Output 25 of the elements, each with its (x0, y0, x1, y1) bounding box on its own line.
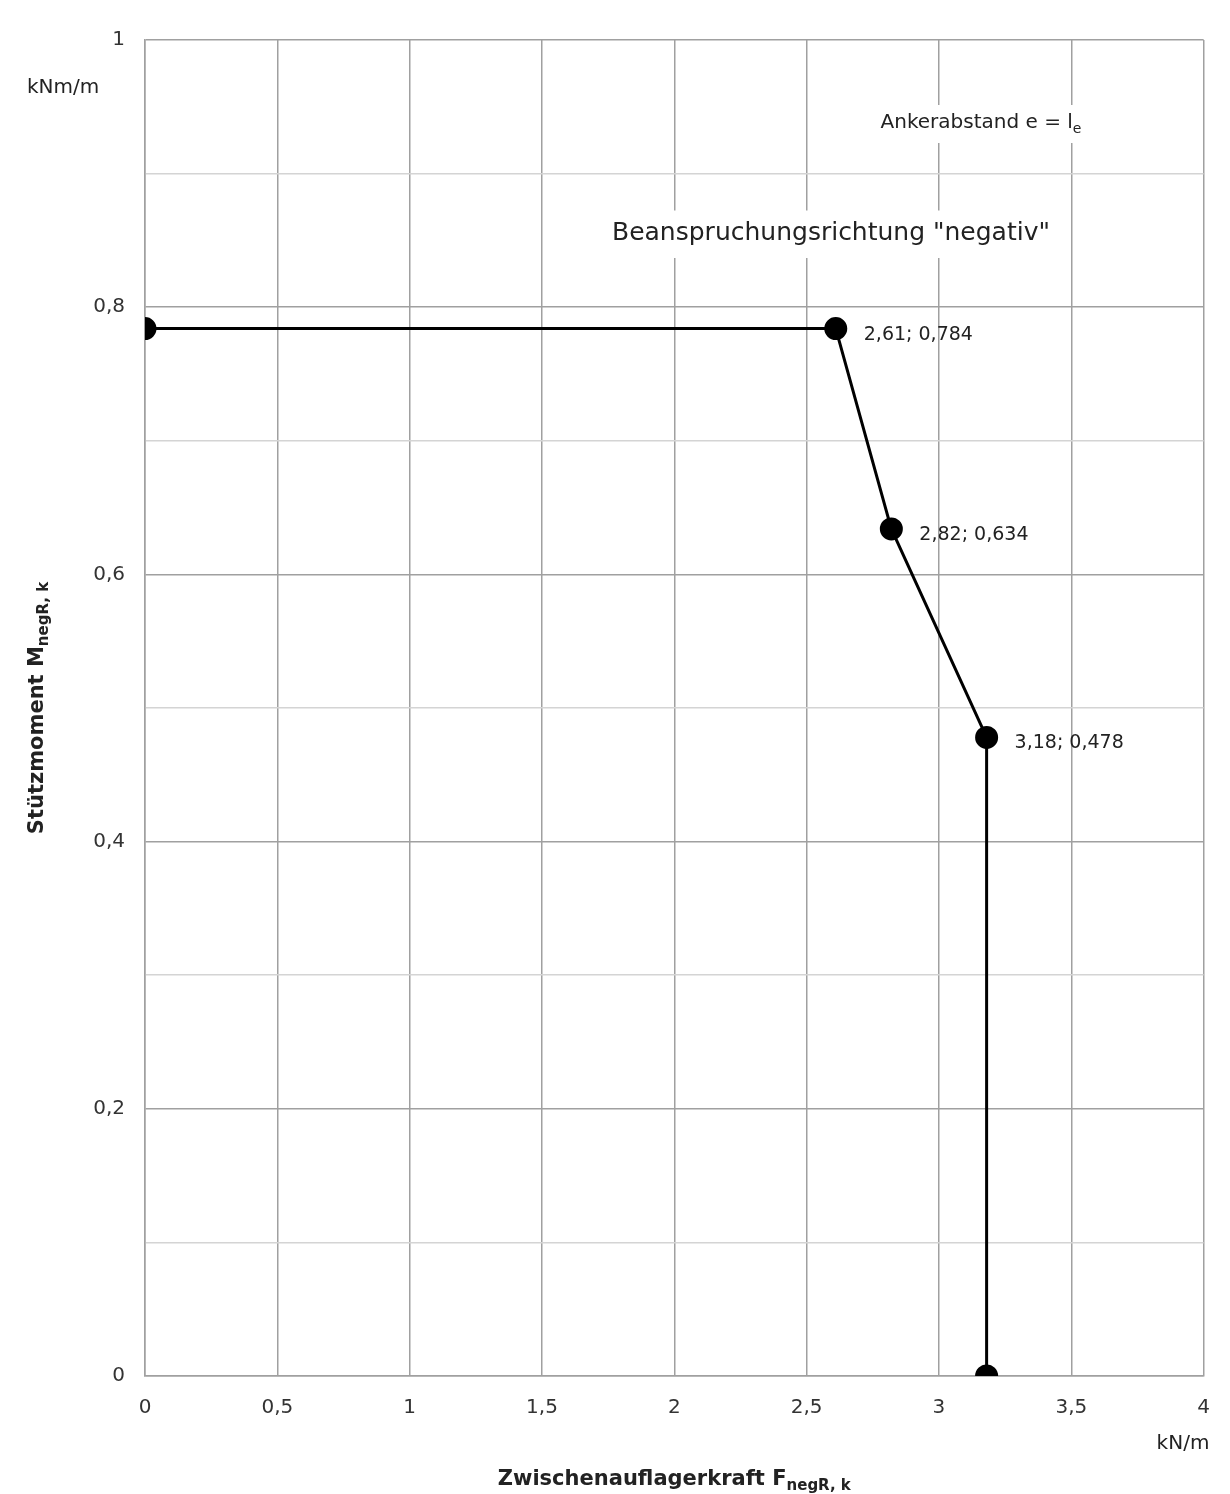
x-tick-label: 1 (403, 1394, 417, 1419)
point (975, 725, 999, 749)
y-axis-title: Stützmoment MnegR, k (24, 580, 53, 835)
data-label: 2,82; 0,634 (919, 521, 1029, 544)
x-tick-label: 0,5 (261, 1394, 294, 1419)
x-tick-label: 1,5 (526, 1394, 558, 1419)
y-tick-label: 0,2 (93, 1095, 125, 1119)
y-tick-label: 0,8 (93, 293, 125, 318)
y-tick-label: 0,4 (93, 827, 125, 852)
data-label: 2,61; 0,784 (863, 321, 973, 344)
x-tick-label: 3,5 (1055, 1394, 1088, 1419)
data-label: 3,18; 0,478 (1014, 730, 1124, 753)
x-tick-label: 3 (932, 1394, 946, 1419)
point (879, 517, 903, 541)
x-tick-label: 0 (138, 1394, 152, 1419)
text: kN/m (1156, 1430, 1210, 1455)
text: kNm/m (26, 74, 100, 99)
y-tick-label: 1 (112, 26, 125, 51)
x-tick-label: 4 (1197, 1394, 1210, 1419)
x-tick-label: 2,5 (790, 1394, 823, 1419)
y-tick-label: 0 (112, 1362, 125, 1387)
y-tick-label: 0,6 (93, 560, 125, 585)
annotation: Beanspruchungsrichtung "negativ" (612, 216, 1050, 246)
x-tick-label: 2 (667, 1394, 681, 1419)
point (824, 317, 848, 341)
